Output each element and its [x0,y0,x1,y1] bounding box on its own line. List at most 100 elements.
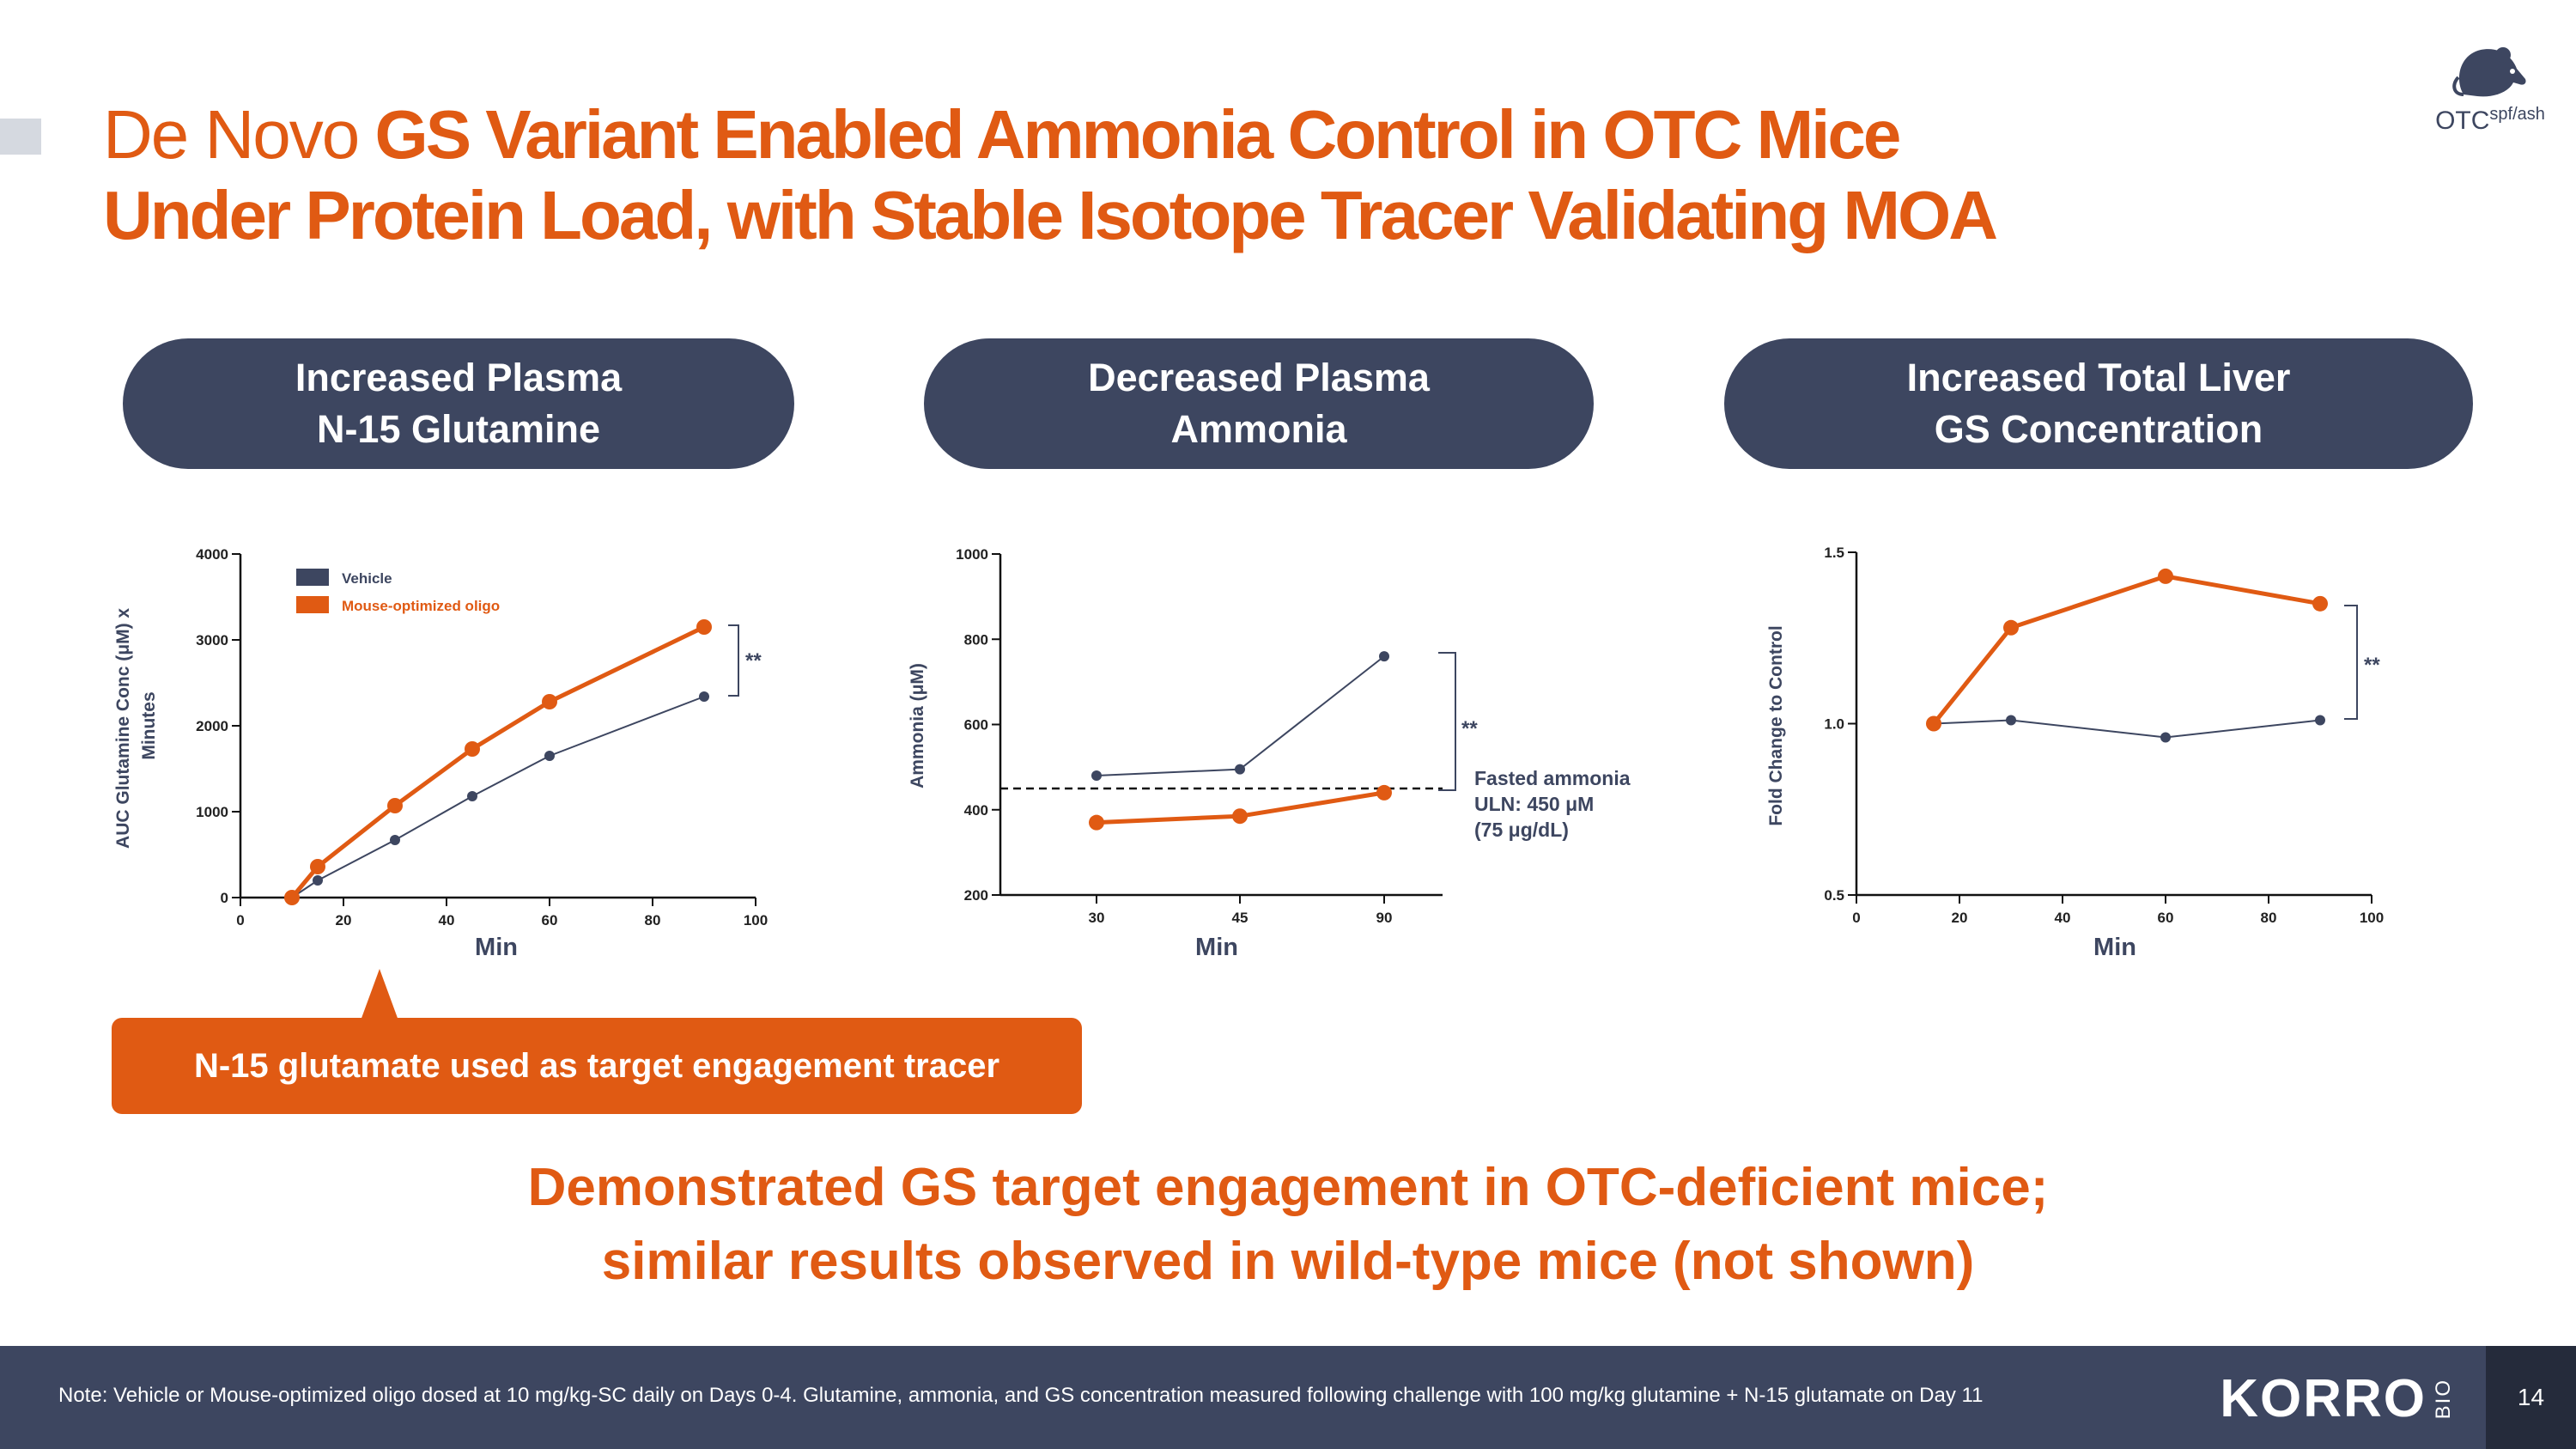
data-point-oligo [1232,808,1248,825]
data-point-vehicle [2160,732,2171,743]
y-tick-label: 1.0 [1824,716,1844,733]
legend-vehicle-label: Vehicle [342,570,392,587]
pill-line-2: Ammonia [1170,407,1347,451]
x-tick-label: 30 [1089,910,1105,926]
legend-oligo-label: Mouse-optimized oligo [342,598,500,614]
y-tick-label: 3000 [196,632,228,648]
x-axis-label: Min [2093,934,2136,961]
x-tick-label: 80 [645,912,661,928]
x-axis-label: Min [1195,934,1238,961]
pill-line-2: GS Concentration [1934,407,2263,451]
data-point-oligo [1926,715,1941,732]
x-tick-label: 60 [2158,910,2174,926]
data-point-vehicle [2315,715,2325,726]
y-tick-label: 400 [964,802,988,819]
korro-bio-logo: KORRO BIO [2220,1368,2456,1429]
data-point-oligo [1089,814,1104,831]
title-prefix: De Novo [103,96,360,173]
footer-bar: Note: Vehicle or Mouse-optimized oligo d… [0,1346,2576,1449]
pill-line-1: Increased Plasma [295,356,623,399]
series-line-oligo [290,624,706,899]
title-line-2: Under Protein Load, with Stable Isotope … [103,177,1998,253]
page-number-text: 14 [2517,1384,2545,1410]
y-tick-label: 600 [964,717,988,734]
data-point-oligo [310,859,325,874]
significance-bracket [728,624,739,697]
data-point-oligo [2003,619,2019,636]
pill-line-2: N-15 Glutamine [316,407,601,451]
callout-pointer [361,969,398,1020]
significance-bracket [1438,652,1456,791]
x-tick-label: 100 [2360,910,2384,926]
x-tick-label: 90 [1376,910,1393,926]
data-point-oligo [387,798,403,813]
data-point-vehicle [467,791,477,801]
y-tick-label: 2000 [196,718,228,734]
legend-oligo-swatch [296,596,329,613]
data-point-oligo [465,741,480,757]
footer-note: Note: Vehicle or Mouse-optimized oligo d… [58,1384,1984,1407]
side-tab-marker [0,119,41,155]
significance-label: ** [2364,654,2380,677]
data-point-vehicle [699,691,709,702]
significance-label: ** [745,649,762,673]
conclusion-statement: Demonstrated GS target engagement in OTC… [0,1151,2576,1299]
header-pill-glutamine: Increased Plasma N-15 Glutamine [123,338,794,469]
data-point-vehicle [313,875,323,886]
title-line-1: GS Variant Enabled Ammonia Control in OT… [374,96,1901,173]
callout-text: N-15 glutamate used as target engagement… [193,1046,1000,1085]
y-tick-label: 1.5 [1824,545,1844,561]
x-tick-label: 45 [1232,910,1249,926]
header-pill-ammonia: Decreased Plasma Ammonia [924,338,1594,469]
data-point-vehicle [390,835,400,845]
x-tick-label: 80 [2261,910,2277,926]
x-tick-label: 0 [1852,910,1860,926]
logo-suffix: BIO [2432,1378,2455,1420]
page-number: 14 [2486,1346,2576,1449]
mouse-icon [2452,47,2526,97]
data-point-oligo [2158,568,2173,584]
y-tick-label: 200 [964,887,988,904]
x-tick-label: 0 [236,912,244,928]
data-point-vehicle [544,751,555,761]
y-tick-label: 1000 [956,546,988,563]
data-point-vehicle [1235,764,1245,775]
data-point-oligo [1376,784,1392,801]
data-point-vehicle [1379,651,1389,662]
x-tick-label: 100 [744,912,768,928]
significance-label: ** [1461,717,1478,740]
significance-bracket-shape [2344,605,2358,720]
logo-otc-text: OTC [2435,107,2490,135]
chart-glutamine-auc: 0 1000 2000 3000 4000 0 20 40 60 80 100 AUC Glutam… [113,546,768,961]
logo-otc-superscript: spf/ash [2489,105,2545,124]
data-point-vehicle [2006,715,2016,726]
pill-line-1: Decreased Plasma [1088,356,1430,399]
conclusion-line-2: similar results observed in wild-type mi… [601,1232,1975,1291]
y-axis-label: Ammonia (μM) [908,663,927,788]
y-tick-label: 0 [221,890,228,906]
data-point-oligo [284,890,300,905]
x-tick-label: 60 [542,912,558,928]
x-tick-label: 40 [2055,910,2071,926]
y-axis-label: AUC Glutamine Conc (μM) x Minutes [113,603,159,849]
data-point-vehicle [1091,770,1102,782]
otc-logo: OTCspf/ash [2430,43,2550,134]
series-line-vehicle [1933,719,2321,739]
x-tick-label: 20 [1952,910,1968,926]
chart-liver-gs: 0.5 1.0 1.5 0 20 40 60 80 100 Fold Change to Con… [1766,545,2384,961]
header-pill-gs: Increased Total Liver GS Concentration [1724,338,2473,469]
logo-wordmark: KORRO [2220,1369,2427,1428]
y-tick-label: 4000 [196,546,228,563]
pill-line-1: Increased Total Liver [1906,356,2291,399]
series-line-vehicle [1096,655,1385,777]
series-line-oligo [1932,574,2321,726]
data-point-oligo [696,619,712,635]
data-point-oligo [542,694,557,709]
page-title: De Novo GS Variant Enabled Ammonia Contr… [103,94,1998,256]
y-tick-label: 0.5 [1824,887,1844,904]
data-point-oligo [2312,595,2328,612]
x-tick-label: 40 [439,912,455,928]
conclusion-line-1: Demonstrated GS target engagement in OTC… [527,1158,2049,1217]
series-line-vehicle [291,696,705,898]
